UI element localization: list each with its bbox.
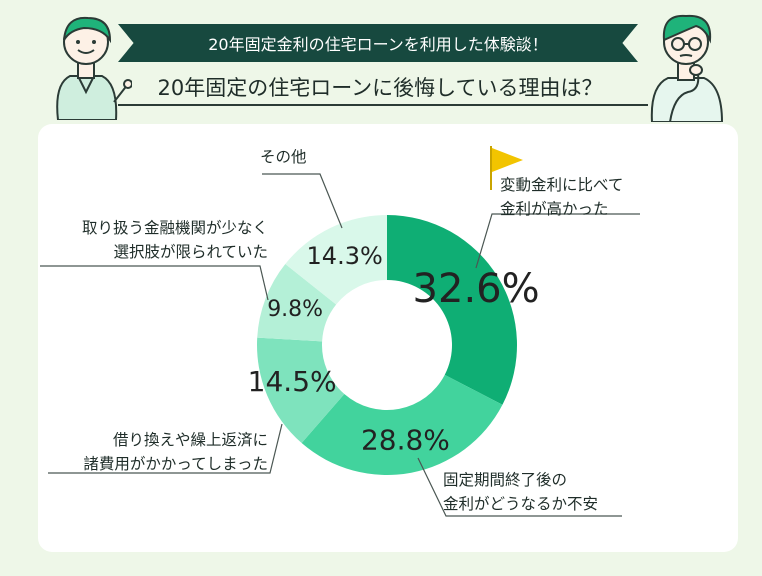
category-label-3-line-1: 借り換えや繰上返済に	[113, 431, 268, 449]
person-left-illustration	[56, 16, 132, 120]
category-label-4-line-1: 取り扱う金融機関が少なく	[82, 219, 268, 237]
slice-4	[257, 264, 337, 342]
leader-line-5	[262, 173, 343, 229]
leader-line-2	[417, 457, 622, 517]
value-label-4: 9.8%	[267, 297, 323, 322]
category-label-2-line-2: 金利がどうなるか不安	[443, 495, 598, 513]
category-label-2-line-1: 固定期間終了後の	[443, 471, 567, 489]
value-label-5: 14.3%	[307, 242, 383, 270]
value-label-2: 28.8%	[361, 424, 450, 457]
chart-card	[38, 124, 738, 552]
category-label-1-line-2: 金利が高かった	[500, 200, 609, 218]
leader-line-3	[48, 423, 283, 474]
category-label-3-line-2: 諸費用がかかってしまった	[83, 455, 268, 473]
category-label-4-line-2: 選択肢が限られていた	[113, 243, 268, 261]
banner-text: 20年固定金利の住宅ローンを利用した体験談！	[208, 35, 548, 54]
value-label-1: 32.6%	[413, 266, 540, 312]
flag-icon	[490, 146, 523, 190]
category-label-1-line-1: 変動金利に比べて	[500, 176, 623, 194]
person-right-illustration	[650, 14, 724, 122]
slice-2	[301, 374, 503, 475]
leader-line-4	[40, 265, 269, 301]
slice-3	[257, 337, 345, 444]
category-label-5-line-1: その他	[260, 148, 307, 166]
slice-5	[285, 215, 387, 305]
value-label-3: 14.5%	[248, 365, 337, 398]
leader-line-1	[475, 213, 640, 269]
title-underline	[118, 104, 648, 106]
banner-title: 20年固定金利の住宅ローンを利用した体験談！	[118, 24, 638, 62]
question-title: 20年固定の住宅ローンに後悔している理由は？	[157, 76, 603, 100]
slice-1	[387, 215, 517, 405]
